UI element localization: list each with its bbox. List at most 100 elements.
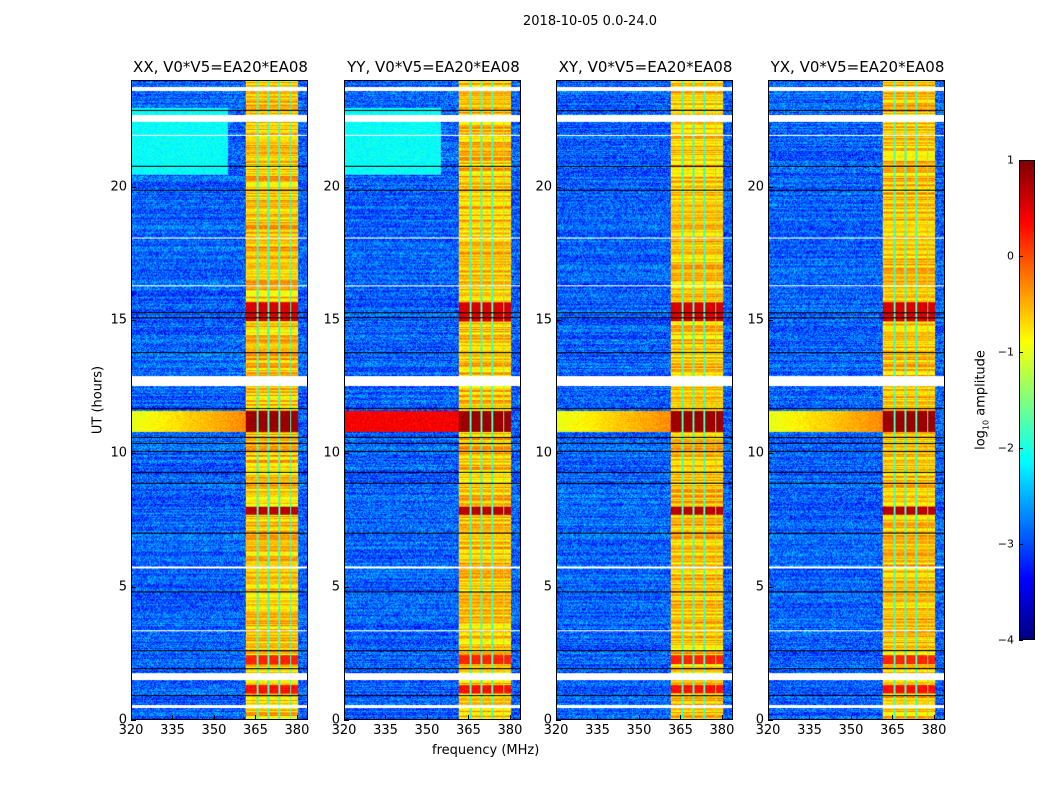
colorbar-tick-mark [1019, 640, 1023, 641]
x-tick-label: 350 [626, 723, 652, 738]
heatmap-panel-2 [556, 80, 733, 720]
y-tick-mark [131, 720, 136, 721]
y-tick-mark [131, 186, 136, 188]
colorbar-tick-label: −2 [997, 441, 1014, 455]
x-tick-mark [426, 715, 428, 720]
colorbar-tick-label: 0 [1007, 249, 1014, 263]
y-tick-mark [768, 186, 773, 188]
colorbar-tick-mark [1019, 352, 1023, 353]
x-tick-label: 365 [456, 723, 481, 738]
panel-title: YY, V0*V5=EA20*EA08 [347, 58, 520, 76]
y-tick-mark [131, 586, 136, 588]
colorbar-tick-mark [1019, 256, 1023, 257]
x-tick-label: 380 [921, 723, 947, 738]
x-tick-mark [597, 715, 599, 720]
colorbar [1019, 160, 1035, 640]
y-tick-label: 5 [543, 579, 552, 595]
x-tick-mark [680, 715, 682, 720]
y-tick-label: 15 [535, 312, 552, 328]
x-tick-label: 320 [755, 723, 781, 738]
y-tick-mark [344, 453, 349, 455]
y-tick-label: 10 [323, 445, 340, 461]
y-tick-label: 20 [110, 179, 127, 195]
x-tick-mark [468, 715, 470, 720]
y-tick-label: 15 [747, 312, 764, 328]
colorbar-tick-label: −3 [997, 537, 1014, 551]
y-tick-mark [344, 586, 349, 588]
y-tick-label: 20 [323, 179, 340, 195]
x-tick-mark [509, 715, 511, 720]
y-tick-label: 20 [747, 179, 764, 195]
x-tick-label: 380 [284, 723, 310, 738]
x-tick-mark [892, 715, 894, 720]
x-tick-label: 320 [331, 723, 357, 738]
y-tick-label: 10 [747, 445, 764, 461]
y-tick-mark [768, 720, 773, 721]
x-tick-label: 335 [797, 723, 822, 738]
colorbar-tick-label: −1 [997, 345, 1014, 359]
x-tick-mark [344, 715, 345, 720]
x-tick-mark [213, 715, 215, 720]
colorbar-label-suffix: amplitude [973, 350, 989, 420]
x-tick-mark [131, 715, 132, 720]
x-tick-mark [638, 715, 640, 720]
y-tick-label: 20 [535, 179, 552, 195]
y-tick-mark [768, 453, 773, 455]
heatmap-panel-0 [131, 80, 308, 720]
x-tick-label: 350 [414, 723, 440, 738]
y-tick-label: 5 [331, 579, 340, 595]
panel-title: XX, V0*V5=EA20*EA08 [133, 58, 308, 76]
y-axis-label: UT (hours) [90, 365, 106, 435]
y-tick-mark [556, 453, 561, 455]
x-tick-mark [721, 715, 723, 720]
x-tick-label: 365 [243, 723, 268, 738]
y-tick-label: 0 [543, 712, 552, 728]
x-tick-label: 320 [543, 723, 569, 738]
y-tick-mark [344, 720, 349, 721]
x-axis-label: frequency (MHz) [432, 743, 540, 758]
y-tick-label: 5 [755, 579, 764, 595]
colorbar-tick-mark [1019, 160, 1023, 161]
colorbar-tick-label: −4 [997, 633, 1014, 647]
x-tick-mark [255, 715, 257, 720]
x-tick-label: 335 [160, 723, 185, 738]
colorbar-tick-mark [1019, 448, 1023, 449]
y-tick-mark [556, 320, 561, 321]
x-tick-label: 350 [201, 723, 227, 738]
x-tick-label: 380 [709, 723, 735, 738]
x-tick-label: 335 [585, 723, 610, 738]
x-tick-mark [850, 715, 852, 720]
panel-title: XY, V0*V5=EA20*EA08 [558, 58, 733, 76]
x-tick-mark [768, 715, 769, 720]
y-tick-label: 10 [535, 445, 552, 461]
y-tick-label: 15 [110, 312, 127, 328]
y-tick-label: 10 [110, 445, 127, 461]
x-tick-mark [933, 715, 935, 720]
x-tick-mark [296, 715, 298, 720]
x-tick-mark [172, 715, 174, 720]
colorbar-label-prefix: log [973, 430, 989, 450]
y-tick-label: 0 [118, 712, 127, 728]
x-tick-mark [809, 715, 811, 720]
colorbar-tick-mark [1019, 544, 1023, 545]
y-tick-mark [556, 720, 561, 721]
x-tick-label: 365 [668, 723, 693, 738]
y-tick-mark [768, 586, 773, 588]
x-tick-label: 380 [497, 723, 523, 738]
colorbar-tick-label: 1 [1007, 153, 1014, 167]
x-tick-mark [385, 715, 387, 720]
y-tick-mark [556, 586, 561, 588]
y-tick-mark [344, 186, 349, 188]
figure-title: 2018-10-05 0.0-24.0 [523, 14, 657, 29]
x-tick-label: 365 [880, 723, 905, 738]
y-tick-label: 0 [331, 712, 340, 728]
y-tick-mark [344, 320, 349, 321]
x-tick-label: 335 [373, 723, 398, 738]
heatmap-panel-3 [768, 80, 945, 720]
y-tick-mark [768, 320, 773, 321]
x-tick-mark [556, 715, 557, 720]
y-tick-mark [131, 453, 136, 455]
colorbar-label-sub: 10 [981, 419, 991, 431]
y-tick-mark [556, 186, 561, 188]
